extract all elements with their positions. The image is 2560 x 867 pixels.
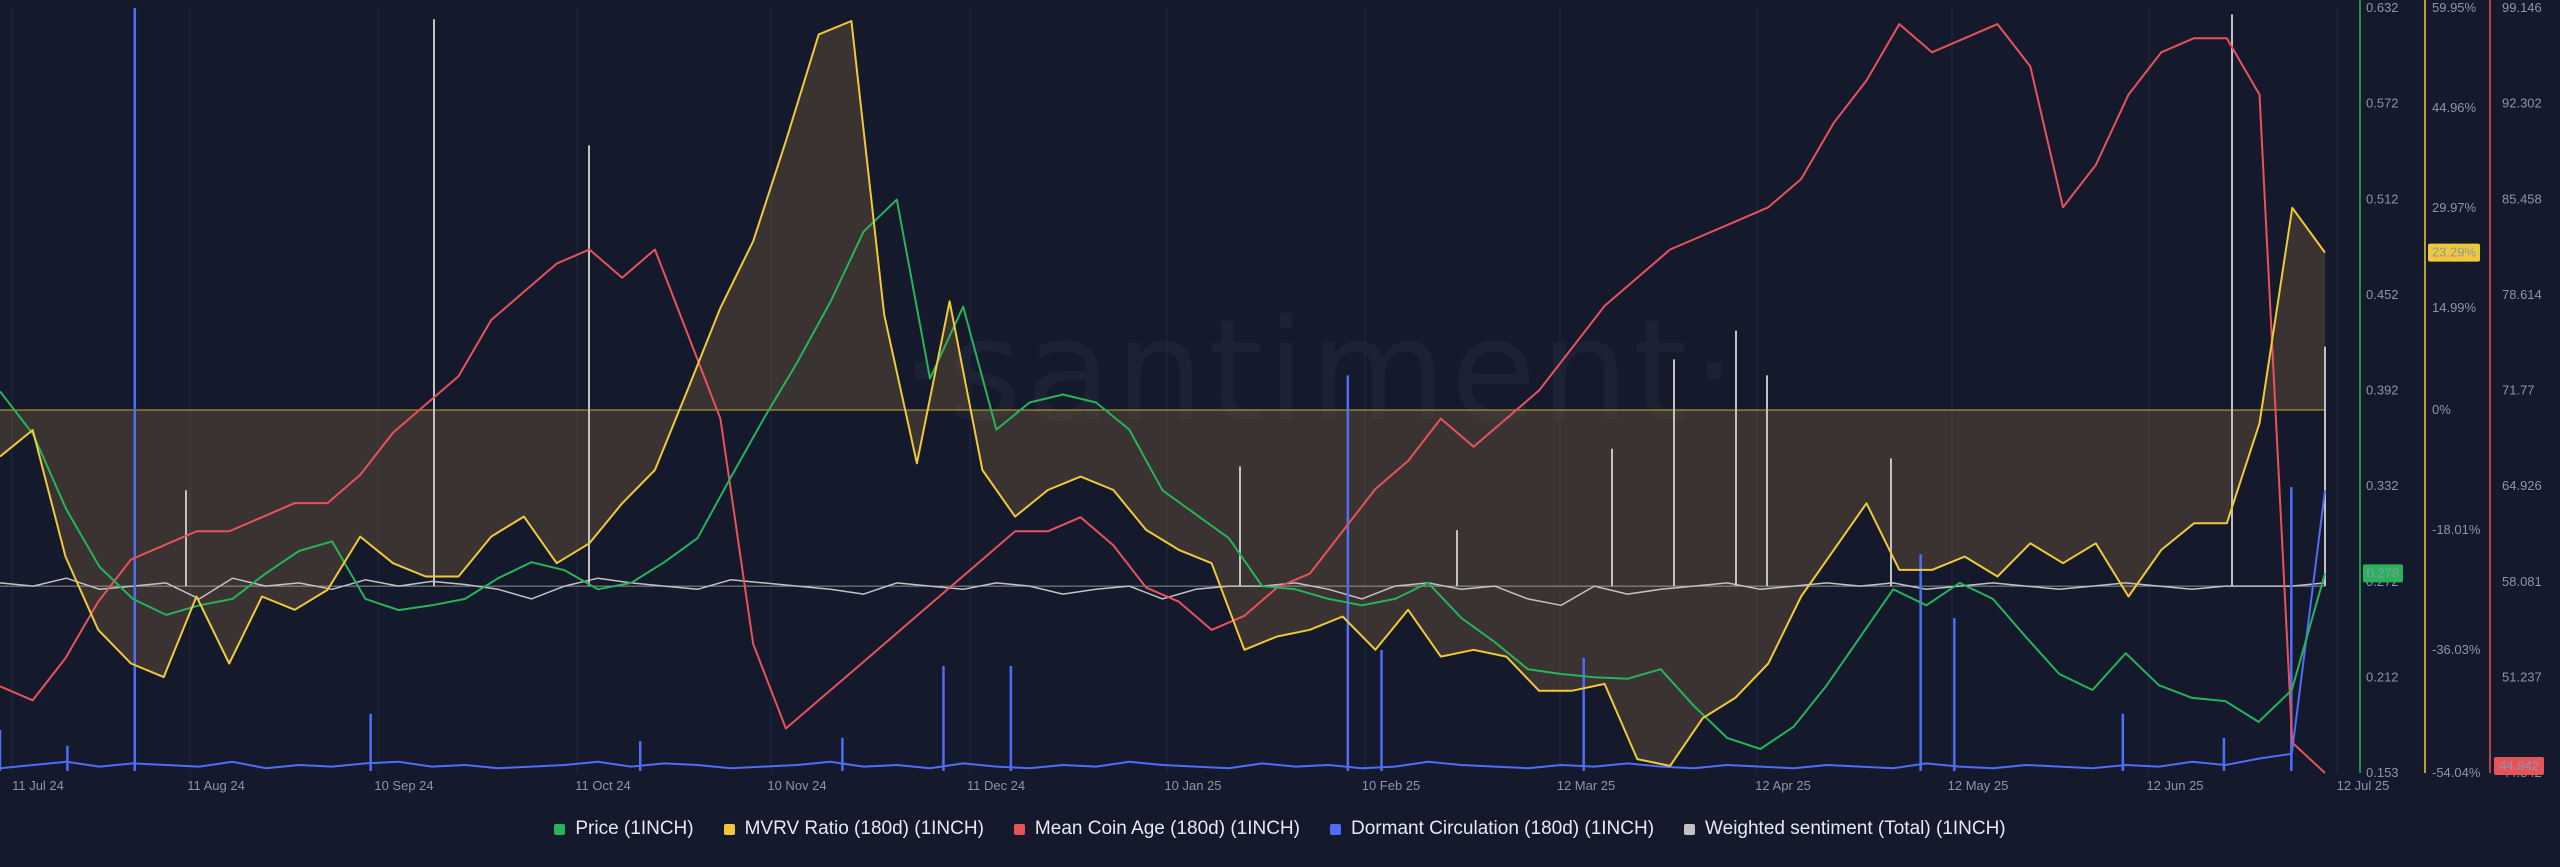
series-price xyxy=(0,198,2326,750)
x-tick-label: 12 Mar 25 xyxy=(1557,778,1616,793)
price-tick-label: 0.632 xyxy=(2366,0,2399,15)
price-tick-label: 0.332 xyxy=(2366,478,2399,493)
mvrv-tick-label: -36.03% xyxy=(2432,642,2481,657)
series-weighted-sentiment xyxy=(0,577,2326,607)
mca-tick-label: 92.302 xyxy=(2502,96,2542,111)
price-tick-label: 0.452 xyxy=(2366,287,2399,302)
x-tick-label: 12 May 25 xyxy=(1948,778,2009,793)
x-tick-label: 10 Nov 24 xyxy=(767,778,826,793)
chart-legend: Price (1INCH) MVRV Ratio (180d) (1INCH) … xyxy=(0,818,2560,840)
series-mean-coin-age xyxy=(0,23,2326,774)
mvrv-current-label: 23.29% xyxy=(2432,245,2477,260)
x-tick-label: 11 Jul 24 xyxy=(12,778,64,793)
x-tick-label: 12 Jun 25 xyxy=(2146,778,2203,793)
legend-swatch-mean-coin-age xyxy=(1013,823,1025,835)
legend-item-mvrv[interactable]: MVRV Ratio (180d) (1INCH) xyxy=(723,818,984,840)
mca-current-badge xyxy=(2494,757,2544,775)
legend-label-weighted-sentiment: Weighted sentiment (Total) (1INCH) xyxy=(1705,818,2006,839)
legend-swatch-mvrv xyxy=(723,823,735,835)
x-tick-label: 10 Sep 24 xyxy=(374,778,433,793)
price-tick-label: 0.153 xyxy=(2366,765,2399,780)
mca-tick-label: 99.146 xyxy=(2502,0,2542,15)
mvrv-tick-label: 29.97% xyxy=(2432,200,2477,215)
legend-swatch-weighted-sentiment xyxy=(1684,823,1696,835)
x-tick-label: 12 Jul 25 xyxy=(2337,778,2390,793)
price-tick-label: 0.392 xyxy=(2366,383,2399,398)
legend-item-weighted-sentiment[interactable]: Weighted sentiment (Total) (1INCH) xyxy=(1684,818,2006,840)
legend-item-dormant-circulation[interactable]: Dormant Circulation (180d) (1INCH) xyxy=(1330,818,1654,840)
x-tick-label: 10 Jan 25 xyxy=(1164,778,1221,793)
price-current-badge xyxy=(2363,564,2403,583)
mvrv-tick-label: -54.04% xyxy=(2432,765,2481,780)
x-tick-label: 11 Dec 24 xyxy=(967,778,1025,793)
mca-tick-label: 64.926 xyxy=(2502,478,2542,493)
mvrv-tick-label: 0% xyxy=(2432,402,2451,417)
mvrv-tick-label: 14.99% xyxy=(2432,300,2477,315)
price-tick-label: 0.512 xyxy=(2366,191,2399,206)
price-tick-label: 0.572 xyxy=(2366,96,2399,111)
mca-tick-label: 71.77 xyxy=(2502,383,2535,398)
mvrv-tick-label: 59.95% xyxy=(2432,0,2477,15)
x-tick-label: 11 Oct 24 xyxy=(575,778,630,793)
mca-tick-label: 51.237 xyxy=(2502,669,2542,684)
mca-tick-label: 78.614 xyxy=(2502,287,2542,302)
x-tick-label: 10 Feb 25 xyxy=(1362,778,1421,793)
legend-item-price[interactable]: Price (1INCH) xyxy=(554,818,694,840)
mvrv-tick-label: 44.96% xyxy=(2432,100,2477,115)
series-mvrv xyxy=(0,20,2326,767)
series-dormant-circulation xyxy=(0,490,2326,770)
mvrv-fill-area xyxy=(0,21,2325,766)
legend-label-dormant-circulation: Dormant Circulation (180d) (1INCH) xyxy=(1351,818,1655,839)
price-current-label: 0.278 xyxy=(2367,565,2400,580)
x-tick-label: 11 Aug 24 xyxy=(187,778,245,793)
mca-tick-label: 58.081 xyxy=(2502,574,2542,589)
legend-swatch-price xyxy=(554,823,566,835)
legend-swatch-dormant-circulation xyxy=(1330,823,1341,835)
price-tick-label: 0.212 xyxy=(2366,669,2399,684)
mca-tick-label: 85.458 xyxy=(2502,191,2542,206)
mca-current-label: 44.842 xyxy=(2499,758,2539,773)
legend-item-mean-coin-age[interactable]: Mean Coin Age (180d) (1INCH) xyxy=(1013,818,1300,840)
legend-label-price: Price (1INCH) xyxy=(575,818,694,839)
mvrv-current-badge xyxy=(2428,243,2480,262)
legend-label-mvrv: MVRV Ratio (180d) (1INCH) xyxy=(744,818,984,839)
legend-label-mean-coin-age: Mean Coin Age (180d) (1INCH) xyxy=(1034,818,1300,839)
mvrv-tick-label: -18.01% xyxy=(2432,522,2481,537)
x-tick-label: 12 Apr 25 xyxy=(1755,778,1811,793)
